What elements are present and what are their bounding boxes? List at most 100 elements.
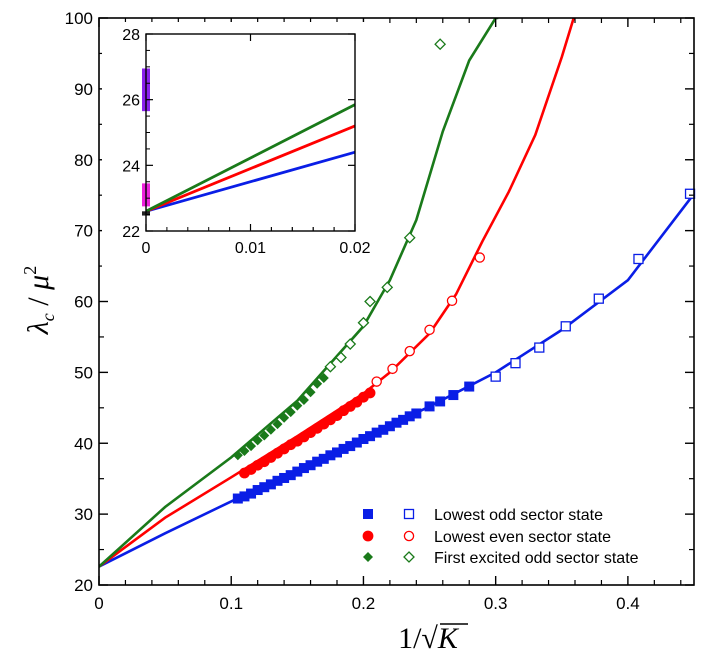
y-tick-label: 50 [74,363,93,382]
series-3-open-point [335,351,347,364]
series-1-filled-point [351,437,362,448]
series-3-filled-point [239,446,250,457]
y-axis-superscript: 2 [20,266,40,275]
series-1-filled-point [292,466,303,477]
series-2-open-point [424,324,435,336]
series-1-filled-point [338,443,349,454]
x-tick-label: 0 [94,594,103,613]
series-1-filled-point [285,470,296,481]
legend-open-marker-1 [403,508,415,520]
series-3-open-point [357,316,370,329]
series-1-open-point [633,253,644,265]
series-1-filled-point [358,433,369,444]
y-tick-label: 40 [74,434,93,453]
legend-filled-marker-2 [362,530,374,542]
series-2-open-point [404,345,415,357]
series-3-filled-point [305,387,316,398]
inset-y-tick-label: 28 [122,27,140,44]
series-3-filled-point [232,450,243,461]
series-3-filled-point [265,424,276,435]
y-tick-label: 70 [74,222,93,241]
series-2-open-point [387,363,398,375]
inset-series-line-3 [145,103,356,213]
x-tick-label: 0.1 [219,594,243,613]
x-axis-k: K [437,622,460,655]
inset-series-line-2 [145,124,356,213]
legend-open-marker-3 [403,551,415,563]
y-tick-label: 100 [65,9,93,28]
series-1-filled-point [279,472,290,483]
series-3-filled-point [279,412,290,423]
y-axis-mu: μ [22,275,55,291]
series-1-open-point [534,342,545,353]
series-1-filled-point [265,479,276,490]
x-axis-title: 1/√K [398,622,460,655]
series-3-filled-point [285,407,296,418]
series-3-filled-point [298,395,309,406]
series-2-open-point [371,376,382,387]
inset-series-line-1 [145,150,356,213]
series-3-filled-point [312,378,323,389]
series-line-3 [99,18,499,568]
series-1-open-point [593,293,604,304]
series-1-filled-point [378,424,389,435]
series-3-open-point [403,231,416,244]
series-1-filled-point [435,396,446,407]
series-3-open-point [434,38,447,51]
series-3-filled-point [292,400,303,411]
series-3-filled-point [252,435,263,446]
series-1-open-point [490,371,501,382]
y-axis-lambda: λ [22,321,55,335]
series-3-open-point [364,295,376,308]
x-tick-label: 0.3 [484,594,508,613]
y-axis-subscript: c [38,313,58,321]
series-1-filled-point [391,417,402,428]
series-1-open-point [510,358,521,369]
series-1-filled-point [371,427,382,438]
series-3-open-point [324,360,337,373]
legend-filled-marker-1 [363,509,373,519]
legend: Lowest odd sector state Lowest even secto… [362,507,639,567]
series-2-open-point [446,295,458,307]
x-tick-label: 0.2 [352,594,376,613]
series-3-filled-point [246,441,257,452]
inset-background [102,22,367,273]
series-1-open-point [684,188,696,199]
series-1-filled-point [332,447,342,458]
y-tick-label: 60 [74,293,93,312]
inset-y-tick-label: 24 [122,158,140,175]
series-3-filled-point [259,430,270,441]
inset-x-tick-label: 0.01 [235,240,266,257]
series-1-open-point [560,321,571,332]
inset-x-tick-label: 0.02 [339,240,370,257]
series-1-filled-point [239,491,250,502]
series-1-filled-point [246,488,257,499]
series-1-filled-point [404,411,415,422]
y-tick-label: 30 [74,505,93,524]
series-1-filled-point [259,482,270,493]
series-1-filled-point [424,401,435,412]
series-3-open-point [381,281,394,294]
inset-x-tick-label: 0 [142,240,151,257]
y-tick-label: 80 [74,151,93,170]
inset-plot: 0 0.01 0.02 22 24 26 28 [102,22,371,273]
main-plot: 0 0.1 0.2 0.3 0.4 20 30 40 50 60 70 80 90 100 [65,9,696,613]
series-3-filled-point [318,373,329,384]
y-tick-label: 90 [74,80,93,99]
series-1-filled-point [298,463,309,474]
legend-label-3: First excited odd sector state [434,550,639,567]
series-2-filled-point [364,387,376,399]
series-1-filled-point [411,408,422,419]
series-1-filled-point [365,431,376,442]
legend-open-marker-2 [403,530,415,542]
y-tick-label: 20 [74,576,93,595]
series-1-filled-point [232,493,243,504]
series-1-filled-point [312,456,323,467]
series-1-filled-point [252,485,263,496]
inset-y-tick-label: 26 [122,93,140,110]
legend-label-2: Lowest even sector state [434,529,611,546]
series-1-filled-point [305,460,316,471]
series-3-filled-point [272,419,283,430]
series-1-filled-point [448,390,459,401]
